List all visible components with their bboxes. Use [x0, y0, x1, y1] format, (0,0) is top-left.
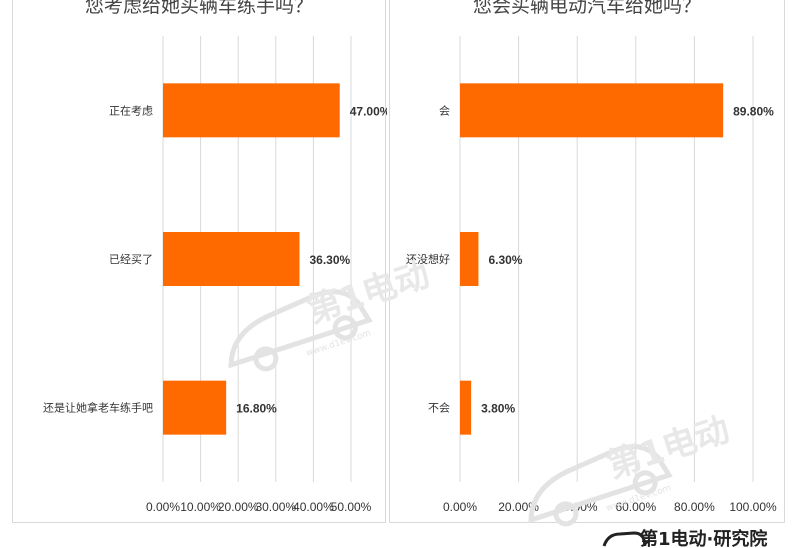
left-bar-value-label: 47.00% [350, 104, 387, 118]
left-chart-title: 您考虑给她买辆车练手吗？ [84, 0, 313, 17]
footer-brand-logo: 第1电动·研究院 [602, 528, 767, 548]
right-category-label: 会 [439, 104, 450, 117]
left-x-tick-label: 30.00% [255, 500, 296, 514]
left-bar-value-label: 36.30% [309, 253, 350, 267]
right-bar-chart: 0.00% 20.00% 40.00% 60.00% 80.00% 100.00%89.8… [406, 36, 777, 514]
watermark-logo-left: 第1电动 www.d1ev.com [228, 255, 434, 372]
left-x-tick-label: 0.00% [146, 500, 180, 514]
left-x-tick-label: 20.00% [218, 500, 259, 514]
right-x-tick-label: 0.00% [443, 500, 477, 514]
left-bar [163, 380, 227, 435]
right-bar [460, 83, 724, 138]
right-x-tick-label: 60.00% [615, 500, 656, 514]
right-bar-value-label: 3.80% [481, 402, 515, 416]
left-x-tick-label: 10.00% [180, 500, 221, 514]
left-category-label: 正在考虑 [109, 104, 153, 117]
left-x-tick-label: 40.00% [293, 500, 334, 514]
left-bar [163, 232, 300, 286]
left-chart-panel: 您考虑给她买辆车练手吗？ 0.00% 10.00% 20.00% 30.00% 40.0… [12, 0, 387, 523]
watermark-logo-right: 第1电动 www.d1ev.com [528, 410, 734, 527]
right-bar-value-label: 6.30% [488, 253, 522, 267]
left-category-label: 还是让她拿老车练手吧 [43, 401, 153, 415]
right-x-tick-label: 20.00% [498, 500, 539, 514]
left-x-tick-label: 50.00% [331, 500, 372, 514]
left-bar-value-label: 16.80% [236, 402, 277, 416]
footer-brand-text: 第1电动·研究院 [640, 528, 767, 548]
right-x-tick-label: 80.00% [674, 500, 715, 514]
left-category-label: 已经买了 [109, 253, 153, 266]
left-bar-chart: 0.00% 10.00%20.00%30.00%40.00%50.00% 47.00… [43, 36, 387, 514]
right-bar [460, 232, 479, 286]
left-bar [163, 83, 340, 138]
right-bar-value-label: 89.80% [733, 104, 774, 118]
right-bar [460, 380, 472, 435]
right-category-label: 不会 [428, 402, 450, 415]
right-category-label: 还没想好 [406, 252, 450, 266]
right-chart-title: 您会买辆电动汽车给她吗？ [472, 0, 701, 17]
right-chart-panel: 您会买辆电动汽车给她吗？ 0.00% 20.00% 40.00% 60.00% 80.0… [389, 0, 785, 523]
right-x-tick-label: 100.00% [729, 500, 777, 514]
